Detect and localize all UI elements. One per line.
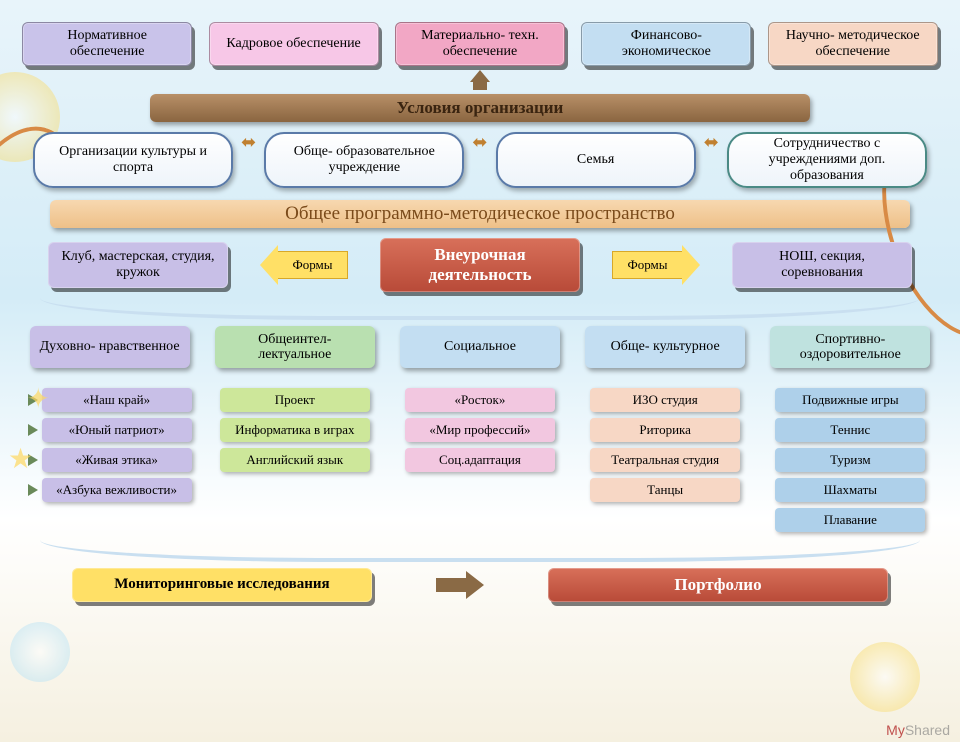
- category-head: Обще- культурное: [585, 326, 745, 368]
- category-item: Риторика: [590, 418, 740, 442]
- category-col-4: Спортивно- оздоровительное Подвижные игры…: [765, 326, 935, 532]
- watermark: MyShared: [886, 722, 950, 738]
- category-item: Информатика в играх: [220, 418, 370, 442]
- swoosh-bottom: [40, 540, 920, 562]
- item-row: Риторика: [580, 418, 750, 442]
- deco-circle: [10, 622, 70, 682]
- category-item: «Мир профессий»: [405, 418, 555, 442]
- item-row: «Живая этика»: [25, 448, 195, 472]
- item-row: Информатика в играх: [210, 418, 380, 442]
- item-row: «Росток»: [395, 388, 565, 412]
- forms-arrow-left: Формы: [260, 245, 348, 285]
- center-box: Внеурочная деятельность: [380, 238, 580, 292]
- item-row: «Наш край»: [25, 388, 195, 412]
- category-col-3: Обще- культурное ИЗО студия Риторика Театра…: [580, 326, 750, 502]
- item-row: «Мир профессий»: [395, 418, 565, 442]
- category-item: Проект: [220, 388, 370, 412]
- connector-icon: ⬌: [472, 132, 487, 188]
- item-row: Плавание: [765, 508, 935, 532]
- pill-2: Семья: [496, 132, 696, 188]
- item-row: Теннис: [765, 418, 935, 442]
- top-box-4: Научно- методическое обеспечение: [768, 22, 938, 66]
- monitoring-box: Мониторинговые исследования: [72, 568, 372, 602]
- bottom-row: Мониторинговые исследования Портфолио: [0, 568, 960, 602]
- category-head: Духовно- нравственное: [30, 326, 190, 368]
- top-box-3: Финансово- экономическое: [581, 22, 751, 66]
- item-row: Проект: [210, 388, 380, 412]
- item-row: «Юный патриот»: [25, 418, 195, 442]
- category-item: Театральная студия: [590, 448, 740, 472]
- arrow-up: [0, 70, 960, 90]
- item-row: Танцы: [580, 478, 750, 502]
- top-box-1: Кадровое обеспечение: [209, 22, 379, 66]
- pill-1: Обще- образовательное учреждение: [264, 132, 464, 188]
- category-item: «Живая этика»: [42, 448, 192, 472]
- top-row: Нормативное обеспечение Кадровое обеспече…: [0, 22, 960, 66]
- category-item: ИЗО студия: [590, 388, 740, 412]
- item-row: «Азбука вежливости»: [25, 478, 195, 502]
- item-row: ИЗО студия: [580, 388, 750, 412]
- category-head: Общеинтел- лектуальное: [215, 326, 375, 368]
- item-row: Английский язык: [210, 448, 380, 472]
- category-item: Танцы: [590, 478, 740, 502]
- category-item: «Наш край»: [42, 388, 192, 412]
- triangle-icon: [28, 484, 38, 496]
- item-row: Туризм: [765, 448, 935, 472]
- category-col-2: Социальное «Росток» «Мир профессий» Соц.ада…: [395, 326, 565, 472]
- category-item: Соц.адаптация: [405, 448, 555, 472]
- item-row: Шахматы: [765, 478, 935, 502]
- top-box-2: Материально- техн. обеспечение: [395, 22, 565, 66]
- space-bar: Общее программно-методическое пространст…: [50, 200, 910, 228]
- arrow-right-icon: [436, 571, 484, 599]
- swoosh: [40, 298, 920, 320]
- top-box-0: Нормативное обеспечение: [22, 22, 192, 66]
- category-item: «Азбука вежливости»: [42, 478, 192, 502]
- category-item: Английский язык: [220, 448, 370, 472]
- category-item: Подвижные игры: [775, 388, 925, 412]
- category-item: «Росток»: [405, 388, 555, 412]
- category-item: Плавание: [775, 508, 925, 532]
- star-icon: ★: [8, 442, 33, 476]
- category-item: «Юный патриот»: [42, 418, 192, 442]
- category-col-1: Общеинтел- лектуальное Проект Информатика …: [210, 326, 380, 472]
- category-item: Теннис: [775, 418, 925, 442]
- category-head: Социальное: [400, 326, 560, 368]
- item-row: Театральная студия: [580, 448, 750, 472]
- category-item: Шахматы: [775, 478, 925, 502]
- categories-row: Духовно- нравственное «Наш край» «Юный пат…: [0, 326, 960, 532]
- triangle-icon: [28, 424, 38, 436]
- forms-arrow-right: Формы: [612, 245, 700, 285]
- forms-right-box: НОШ, секция, соревнования: [732, 242, 912, 288]
- connector-icon: ⬌: [704, 132, 719, 188]
- category-item: Туризм: [775, 448, 925, 472]
- category-head: Спортивно- оздоровительное: [770, 326, 930, 368]
- pills-row: Организации культуры и спорта⬌Обще- обра…: [0, 132, 960, 188]
- forms-row: Клуб, мастерская, студия, кружок Формы В…: [0, 238, 960, 292]
- connector-icon: ⬌: [241, 132, 256, 188]
- pill-0: Организации культуры и спорта: [33, 132, 233, 188]
- star-icon: ✦: [27, 382, 50, 416]
- category-col-0: Духовно- нравственное «Наш край» «Юный пат…: [25, 326, 195, 502]
- item-row: Соц.адаптация: [395, 448, 565, 472]
- item-row: Подвижные игры: [765, 388, 935, 412]
- deco-circle: [850, 642, 920, 712]
- conditions-bar: Условия организации: [150, 94, 810, 122]
- portfolio-box: Портфолио: [548, 568, 888, 602]
- pill-3: Сотрудничество с учреждениями доп. образ…: [727, 132, 927, 188]
- forms-left-box: Клуб, мастерская, студия, кружок: [48, 242, 228, 288]
